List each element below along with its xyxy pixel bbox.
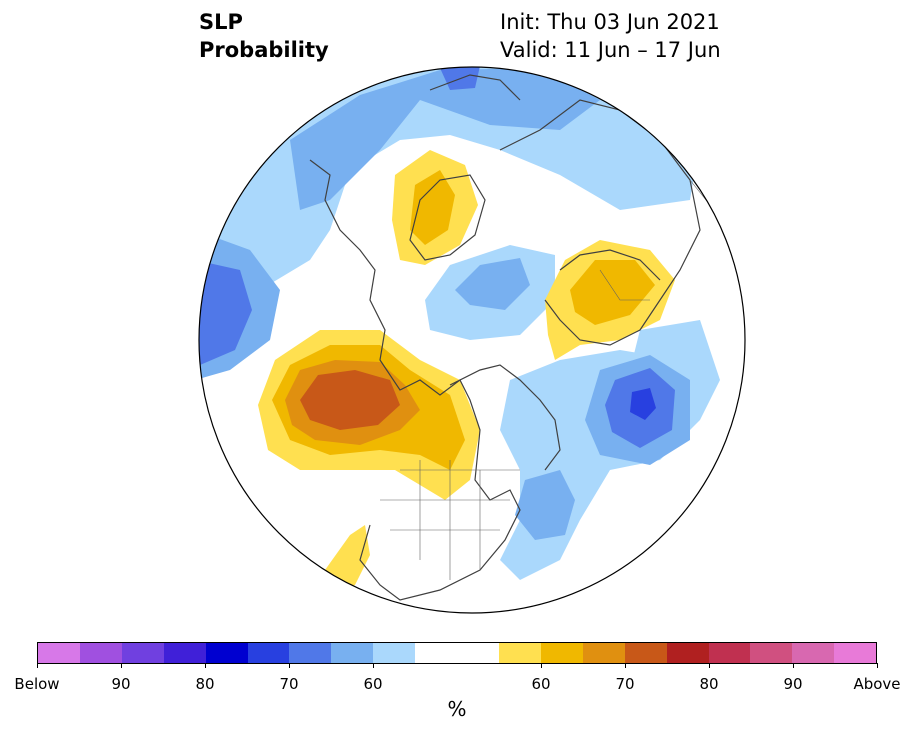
colorbar [37,642,877,664]
globe-outline [198,66,746,614]
colorbar-tick-label: 90 [111,675,131,693]
colorbar-tick-mark [625,663,626,668]
colorbar-tick-mark [373,663,374,668]
below-atlantic-mid [515,470,575,540]
colorbar-segment [373,643,416,663]
below-north-top [290,68,600,210]
colorbar-segment [834,643,877,663]
colorbar-tick-label: Above [853,675,901,693]
variable-label: SLP [199,10,243,34]
colorbar-tick-mark [541,663,542,668]
colorbar-tick-mark [121,663,122,668]
colorbar-segment [708,643,751,663]
colorbar-segment [38,643,80,663]
colorbar-segment [79,643,122,663]
map-title: SLP Probability [199,8,329,64]
colorbar-unit: % [447,697,467,721]
colorbar-segment [498,643,541,663]
colorbar-tick-mark [877,663,878,668]
below-pacific-core [630,388,656,420]
colorbar-tick-label: 80 [699,675,719,693]
colorbar-tick-mark [205,663,206,668]
colorbar-segment [624,643,667,663]
colorbar-segment [205,643,248,663]
colorbar-segment [582,643,625,663]
colorbar-tick-label: 80 [195,675,215,693]
colorbar-tick-mark [793,663,794,668]
product-label: Probability [199,38,329,62]
colorbar-segment [289,643,332,663]
valid-range: Valid: 11 Jun – 17 Jun [500,38,721,62]
colorbar-segment [163,643,206,663]
probability-field [199,67,745,613]
above-south-light [325,525,370,590]
colorbar-segment [331,643,374,663]
colorbar-tick-label: 90 [783,675,803,693]
colorbar-segment [121,643,164,663]
colorbar-segment [666,643,709,663]
above-europe-mid [570,260,655,325]
colorbar-segment [415,643,458,663]
colorbar-tick-mark [709,663,710,668]
colorbar-segment [247,643,290,663]
date-info: Init: Thu 03 Jun 2021 Valid: 11 Jun – 17… [500,8,721,64]
below-north-core [440,67,480,90]
below-arctic-center-mid [455,258,530,310]
colorbar-tick-mark [37,663,38,668]
init-date: Init: Thu 03 Jun 2021 [500,10,720,34]
colorbar-segment [457,643,499,663]
polar-map [198,66,746,614]
colorbar-tick-mark [289,663,290,668]
above-greenland-mid [410,170,455,245]
above-pacific-core [300,370,400,430]
colorbar-segment [792,643,835,663]
colorbar-tick-label: 70 [615,675,635,693]
colorbar-tick-label: 60 [363,675,383,693]
below-west-strong [199,260,252,365]
coastlines [309,74,701,601]
colorbar-tick-label: 60 [531,675,551,693]
colorbar-tick-label: Below [14,675,60,693]
colorbar-segment [540,643,583,663]
colorbar-tick-label: 70 [279,675,299,693]
colorbar-segment [750,643,793,663]
